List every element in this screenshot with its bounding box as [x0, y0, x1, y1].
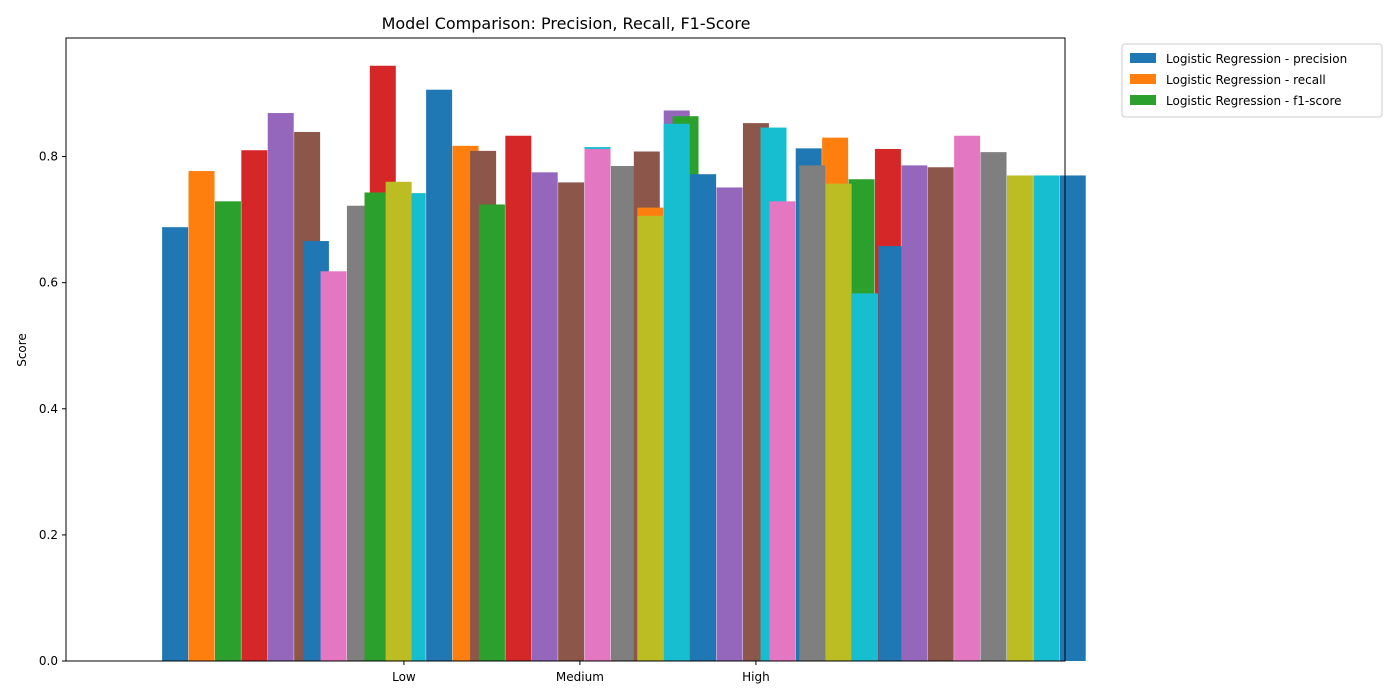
y-axis-label: Score: [15, 333, 29, 367]
bar-41: [852, 293, 879, 661]
bar-34: [769, 201, 796, 661]
bar-49: [1059, 175, 1086, 661]
bar-46: [980, 152, 1007, 662]
legend: Logistic Regression - precision Logistic …: [1121, 43, 1383, 118]
x-tick-label: Low: [392, 670, 416, 684]
bar-48: [1033, 175, 1060, 661]
legend-label: Logistic Regression - recall: [1166, 73, 1326, 87]
bar-29: [663, 123, 690, 662]
bar-18: [505, 135, 532, 661]
bars-layer: [162, 65, 1086, 662]
bar-45: [954, 135, 981, 661]
bar-1: [188, 171, 215, 661]
bar-30: [690, 174, 717, 661]
legend-box: [1121, 43, 1383, 118]
axes-layer: 0.0 0.2 0.4 0.6 0.8 Low Medium High: [39, 37, 1066, 684]
x-tick-label: Medium: [556, 670, 604, 684]
bar-40: [825, 183, 852, 661]
bar-44: [927, 167, 954, 662]
legend-swatch: [1130, 74, 1156, 84]
x-tick-label: High: [742, 670, 770, 684]
bar-3: [241, 150, 268, 661]
legend-swatch: [1130, 53, 1156, 63]
chart-title: Model Comparison: Precision, Recall, F1-…: [382, 14, 751, 33]
bar-20: [558, 182, 585, 662]
bar-26: [637, 215, 664, 662]
bar-13: [385, 181, 412, 661]
y-tick-label: 0.0: [39, 654, 58, 668]
bar-31: [716, 187, 743, 661]
y-tick-label: 0.8: [39, 150, 58, 164]
legend-label: Logistic Regression - precision: [1166, 52, 1347, 66]
bar-2: [214, 201, 241, 661]
bar-14: [426, 89, 453, 661]
bar-17: [478, 204, 505, 661]
bar-22: [584, 148, 611, 662]
legend-label: Logistic Regression - f1-score: [1166, 94, 1342, 108]
bar-19: [531, 172, 558, 661]
y-tick-label: 0.4: [39, 402, 58, 416]
bar-0: [162, 227, 189, 661]
bar-39: [799, 165, 826, 661]
bar-7: [320, 271, 347, 661]
bar-23: [610, 166, 637, 661]
plot-frame: [65, 37, 1066, 662]
bar-4: [267, 113, 294, 661]
legend-swatch: [1130, 95, 1156, 105]
y-tick-label: 0.2: [39, 528, 58, 542]
y-tick-label: 0.6: [39, 276, 58, 290]
bar-42: [878, 246, 905, 662]
bar-43: [901, 165, 928, 661]
bar-47: [1006, 175, 1033, 661]
